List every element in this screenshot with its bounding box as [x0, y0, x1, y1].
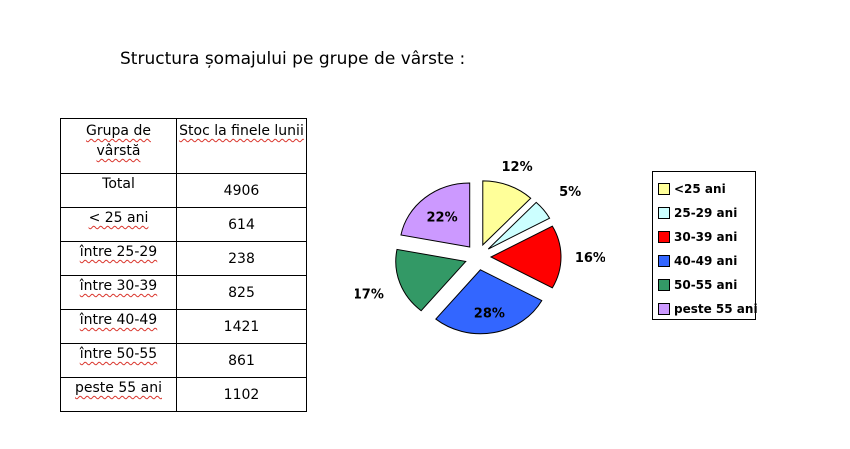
row-label: < 25 ani	[60, 207, 177, 242]
table-row: între 30-39 825	[60, 275, 307, 310]
legend-item: 25-29 ani	[658, 201, 755, 225]
pie-slice-label: 5%	[559, 185, 581, 200]
pie-slice	[489, 225, 562, 289]
row-label: între 25-29	[60, 241, 177, 276]
pie-slice-label: 16%	[575, 251, 605, 266]
header-stock: Stoc la finele lunii	[176, 118, 307, 174]
legend-label: 50-55 ani	[674, 278, 738, 292]
row-label: între 40-49	[60, 309, 177, 344]
legend-swatch	[658, 231, 670, 243]
row-value: 1102	[176, 377, 307, 412]
row-value: 614	[176, 207, 307, 242]
table-row: < 25 ani 614	[60, 207, 307, 242]
pie-slice	[395, 248, 467, 312]
row-value: 861	[176, 343, 307, 378]
legend-swatch	[658, 207, 670, 219]
legend-swatch	[658, 303, 670, 315]
table-header-row: Grupa de vârstă Stoc la finele lunii	[60, 118, 307, 174]
row-value: 238	[176, 241, 307, 276]
pie-slice-label: 22%	[426, 210, 457, 225]
legend-swatch	[658, 183, 670, 195]
legend-label: 40-49 ani	[674, 254, 738, 268]
pie-chart: 12% 5% 16% 28% 17% 22%	[355, 160, 605, 335]
legend-label: peste 55 ani	[674, 302, 758, 316]
table-row: între 25-29 238	[60, 241, 307, 276]
pie-slice	[482, 180, 532, 247]
legend-swatch	[658, 255, 670, 267]
row-value: 1421	[176, 309, 307, 344]
legend-item: 30-39 ani	[658, 225, 755, 249]
legend-label: <25 ani	[674, 182, 726, 196]
title-text: Structura șomajului pe grupe de vârste :	[120, 49, 466, 69]
legend-item: 50-55 ani	[658, 273, 755, 297]
pie-slice-label: 28%	[474, 307, 505, 322]
table-row: peste 55 ani 1102	[60, 377, 307, 412]
age-group-table: Grupa de vârstă Stoc la finele lunii Tot…	[60, 118, 307, 412]
legend-item: peste 55 ani	[658, 297, 758, 321]
pie-slice-label: 17%	[355, 287, 384, 302]
legend-label: 25-29 ani	[674, 206, 738, 220]
pie-slice	[487, 201, 551, 250]
legend-swatch	[658, 279, 670, 291]
table-row: Total 4906	[60, 173, 307, 208]
row-value: 4906	[176, 173, 307, 208]
pie-slice	[400, 182, 471, 248]
table-row: între 50-55 861	[60, 343, 307, 378]
row-label: Total	[60, 173, 177, 208]
row-label: între 50-55	[60, 343, 177, 378]
pie-slice	[435, 269, 543, 335]
header-age-group: Grupa de vârstă	[60, 118, 177, 174]
legend-item: <25 ani	[658, 177, 755, 201]
pie-slice-label: 12%	[501, 160, 532, 175]
row-label: peste 55 ani	[60, 377, 177, 412]
page-title: Structura șomajului pe grupe de vârste :	[120, 49, 465, 69]
legend-label: 30-39 ani	[674, 230, 738, 244]
legend-item: 40-49 ani	[658, 249, 755, 273]
row-label: între 30-39	[60, 275, 177, 310]
table-row: între 40-49 1421	[60, 309, 307, 344]
chart-legend: <25 ani 25-29 ani 30-39 ani 40-49 ani 50-55 …	[652, 171, 758, 321]
row-value: 825	[176, 275, 307, 310]
